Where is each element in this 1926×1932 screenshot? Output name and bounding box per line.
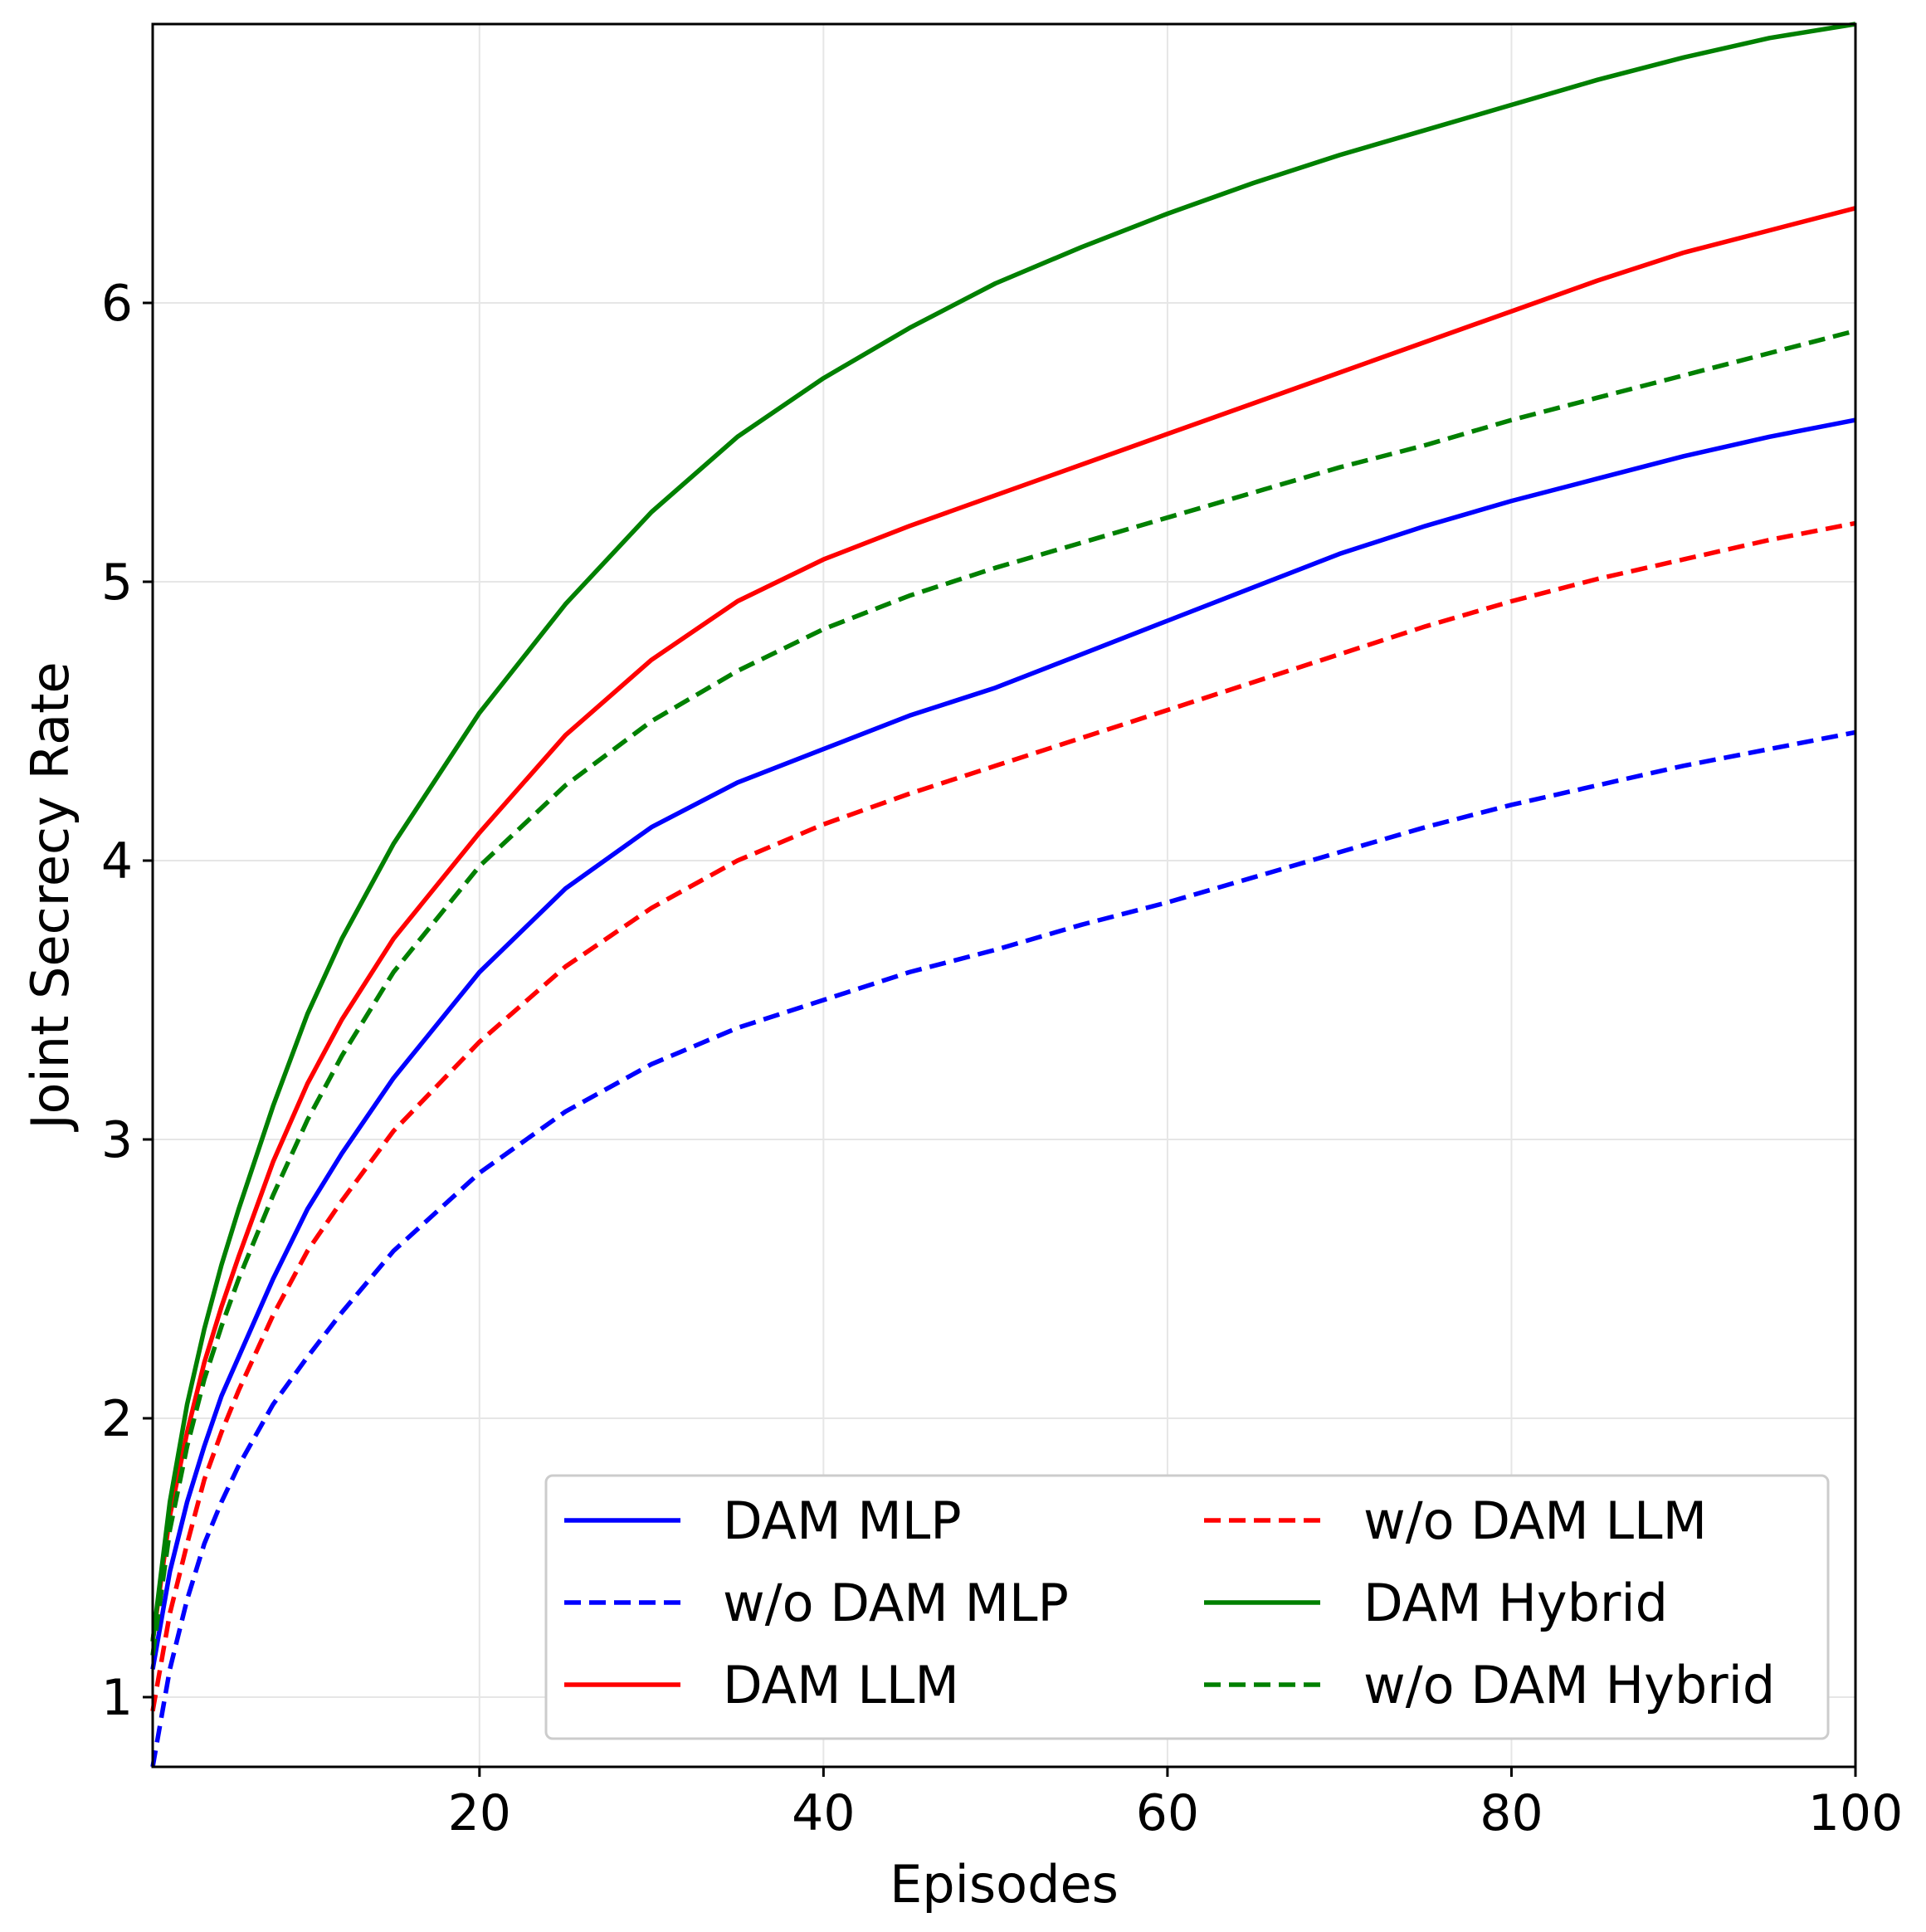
legend-label-w-o-dam-hybrid: w/o DAM Hybrid (1363, 1655, 1775, 1715)
y-tick-label: 1 (101, 1669, 133, 1727)
y-tick-label: 5 (101, 554, 133, 612)
y-tick-label: 4 (101, 832, 133, 890)
x-axis-label: Episodes (890, 1854, 1119, 1915)
legend: DAM MLP w/o DAM MLP DAM LLM w/o DAM LLM DAM … (544, 1474, 1830, 1740)
legend-label-w-o-dam-mlp: w/o DAM MLP (723, 1573, 1069, 1633)
legend-box (544, 1474, 1830, 1740)
x-tick-label: 40 (792, 1784, 855, 1842)
x-tick-label: 100 (1808, 1784, 1904, 1842)
x-tick-label: 80 (1480, 1784, 1543, 1842)
series-line-w-o-dam-llm (150, 520, 1856, 1712)
plot-frame (151, 22, 1857, 1769)
y-tick-label: 6 (101, 275, 133, 333)
x-tick-label: 20 (448, 1784, 511, 1842)
series-line-w-o-dam-mlp (150, 729, 1856, 1768)
legend-label-w-o-dam-llm: w/o DAM LLM (1363, 1490, 1707, 1551)
series-line-dam-llm (150, 206, 1856, 1642)
series-line-dam-hybrid (150, 22, 1856, 1642)
series-line-w-o-dam-hybrid (150, 328, 1856, 1656)
y-tick-label: 3 (101, 1111, 133, 1169)
x-tick-label: 60 (1136, 1784, 1199, 1842)
y-tick-label: 2 (101, 1390, 133, 1448)
series-group (150, 22, 1856, 1768)
legend-label-dam-hybrid: DAM Hybrid (1363, 1573, 1668, 1633)
legend-label-dam-llm: DAM LLM (723, 1655, 959, 1715)
y-axis-label: Joint Secrecy Rate (20, 661, 80, 1132)
legend-label-dam-mlp: DAM MLP (723, 1490, 962, 1551)
axis-ticks: 20 40 60 80 100 1 2 3 4 5 6 (101, 275, 1903, 1842)
series-line-dam-mlp (150, 417, 1856, 1670)
